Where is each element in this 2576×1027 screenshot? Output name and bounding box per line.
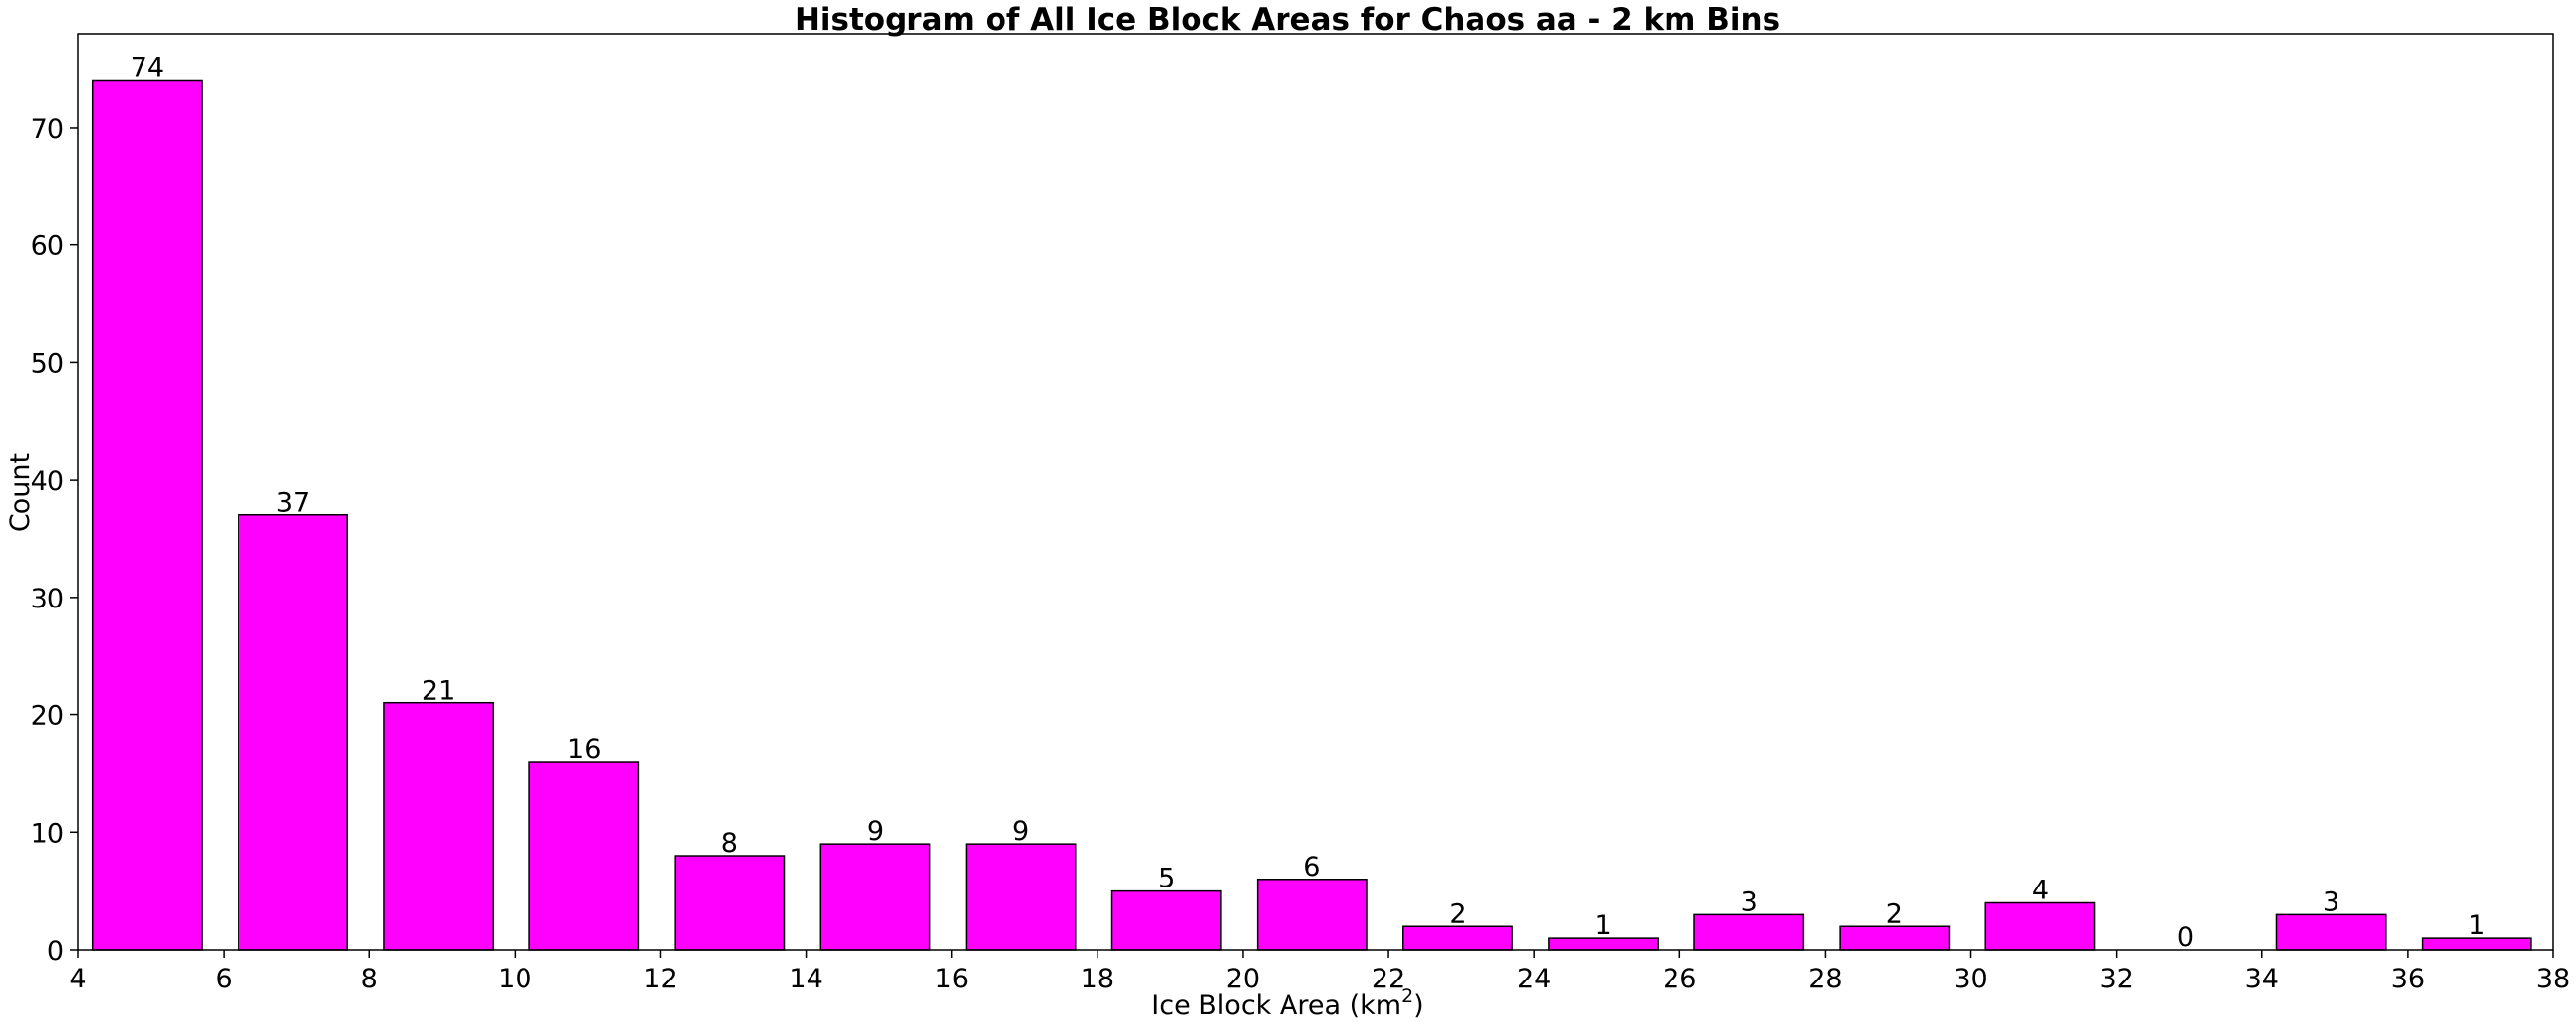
x-tick-label-14: 32 — [2099, 964, 2133, 994]
data-label-9: 2 — [1449, 898, 1466, 929]
bar-8 — [1256, 879, 1368, 951]
x-tick-label-11: 26 — [1663, 964, 1696, 994]
y-tick-label-7: 70 — [31, 114, 64, 144]
data-label-3: 16 — [567, 734, 601, 765]
y-axis-ticks: 0 10 20 30 40 50 60 70 — [31, 114, 78, 967]
bar-11 — [1693, 913, 1805, 951]
bar-0 — [91, 79, 203, 951]
bar-13 — [1984, 901, 2096, 951]
data-label-13: 4 — [2032, 876, 2049, 906]
x-tick-label-6: 16 — [935, 964, 969, 994]
data-label-7: 5 — [1158, 864, 1175, 894]
y-tick-label-4: 40 — [31, 466, 64, 497]
x-tick-label-8: 20 — [1226, 964, 1260, 994]
data-label-4: 8 — [721, 828, 738, 859]
plot-frame — [77, 33, 2554, 951]
x-tick-label-12: 28 — [1808, 964, 1842, 994]
bar-1 — [238, 514, 348, 951]
bar-9 — [1402, 925, 1513, 951]
bar-3 — [528, 761, 640, 951]
x-tick-label-1: 6 — [216, 964, 233, 994]
bar-4 — [674, 855, 786, 951]
x-tick-label-16: 36 — [2391, 964, 2425, 994]
y-tick-label-1: 10 — [31, 818, 64, 849]
data-label-14: 0 — [2177, 922, 2194, 953]
x-axis-label-main: Ice Block Area (km — [1151, 990, 1401, 1021]
chart-title: Histogram of All Ice Block Areas for Cha… — [795, 2, 1780, 38]
y-axis-label: Count — [5, 453, 36, 532]
x-tick-label-13: 30 — [1954, 964, 1987, 994]
bar-12 — [1839, 925, 1951, 951]
bar-5 — [819, 843, 931, 951]
data-label-2: 21 — [422, 676, 455, 706]
data-label-1: 37 — [276, 488, 310, 518]
x-tick-label-0: 4 — [69, 964, 86, 994]
data-label-5: 9 — [867, 816, 884, 847]
bar-6 — [965, 843, 1077, 951]
x-axis-ticks: 4 6 8 10 12 14 16 18 20 22 24 26 28 30 32 34 36 38 — [69, 950, 2570, 994]
bar-2 — [383, 701, 495, 951]
y-tick-label-2: 20 — [31, 701, 64, 732]
y-tick-label-3: 30 — [31, 584, 64, 614]
data-label-0: 74 — [131, 52, 164, 83]
data-label-16: 1 — [2468, 910, 2485, 941]
x-tick-label-10: 24 — [1517, 964, 1551, 994]
y-tick-label-0: 0 — [48, 936, 64, 967]
x-axis-label-sup: 2 — [1401, 985, 1413, 1007]
data-label-11: 3 — [1741, 887, 1758, 917]
data-label-10: 1 — [1594, 910, 1611, 941]
bar-7 — [1110, 889, 1222, 951]
bars-group — [91, 79, 2532, 951]
x-tick-label-17: 38 — [2536, 964, 2570, 994]
x-tick-label-5: 14 — [789, 964, 822, 994]
x-axis-label: Ice Block Area (km2) — [1151, 985, 1423, 1021]
data-label-12: 2 — [1886, 898, 1903, 929]
data-label-6: 9 — [1012, 816, 1029, 847]
y-tick-label-5: 50 — [31, 348, 64, 379]
x-axis-label-suffix: ) — [1413, 990, 1424, 1021]
x-tick-label-2: 8 — [361, 964, 378, 994]
y-tick-label-6: 60 — [31, 232, 64, 262]
x-tick-label-3: 10 — [498, 964, 531, 994]
x-tick-label-4: 12 — [643, 964, 677, 994]
bar-15 — [2275, 913, 2387, 951]
x-tick-label-9: 22 — [1372, 964, 1405, 994]
data-label-15: 3 — [2323, 887, 2339, 917]
x-tick-label-15: 34 — [2245, 964, 2279, 994]
data-label-8: 6 — [1303, 852, 1320, 883]
x-tick-label-7: 18 — [1081, 964, 1114, 994]
